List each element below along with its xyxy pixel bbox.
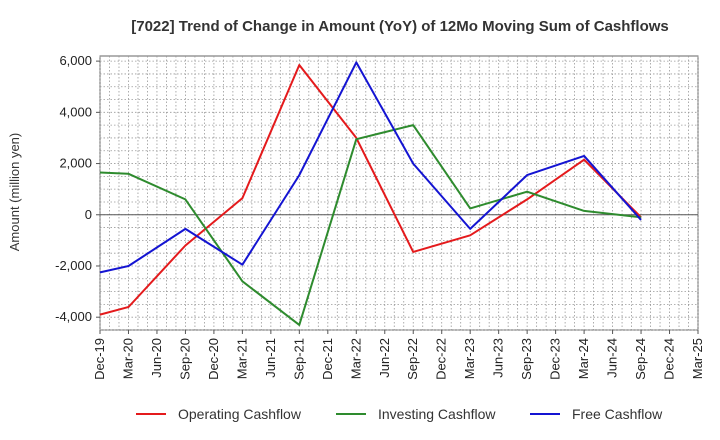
- investing-cashflow-legend-label: Investing Cashflow: [378, 406, 496, 422]
- x-tick-label: Mar-22: [348, 338, 363, 379]
- x-tick-label: Jun-23: [491, 338, 506, 378]
- x-tick-label: Jun-22: [377, 338, 392, 378]
- x-tick-label: Mar-21: [234, 338, 249, 379]
- x-tick-label: Sep-22: [405, 338, 420, 380]
- x-tick-label: Sep-21: [291, 338, 306, 380]
- x-tick-label: Dec-24: [662, 338, 677, 380]
- x-tick-label: Sep-23: [519, 338, 534, 380]
- axis-ticks: -4,000 -2,000 0 2,000 4,000 6,000 Dec-19 Mar-20…: [55, 53, 705, 380]
- plot-area: [99, 55, 699, 331]
- x-tick-label: Dec-22: [434, 338, 449, 380]
- y-tick-label: 2,000: [59, 156, 92, 171]
- x-tick-label: Mar-20: [120, 338, 135, 379]
- x-tick-label: Jun-24: [605, 338, 620, 378]
- x-tick-label: Jun-20: [149, 338, 164, 378]
- x-tick-label: Mar-25: [690, 338, 705, 379]
- x-tick-label: Dec-23: [548, 338, 563, 380]
- chart-title: [7022] Trend of Change in Amount (YoY) o…: [131, 18, 669, 35]
- x-tick-label: Sep-24: [633, 338, 648, 380]
- y-tick-label: 0: [85, 207, 92, 222]
- y-tick-label: -2,000: [55, 258, 92, 273]
- series-lines: [99, 61, 642, 326]
- grid-lines: [99, 55, 699, 331]
- y-tick-label: 4,000: [59, 104, 92, 119]
- x-tick-label: Dec-19: [92, 338, 107, 380]
- y-axis-label: Amount (million yen): [7, 133, 22, 252]
- free-cashflow-legend-label: Free Cashflow: [572, 406, 663, 422]
- operating-cashflow-line: [99, 64, 642, 316]
- x-tick-label: Mar-24: [576, 338, 591, 379]
- x-tick-label: Dec-21: [320, 338, 335, 380]
- y-tick-label: -4,000: [55, 309, 92, 324]
- free-cashflow-line: [99, 61, 642, 274]
- legend: Operating Cashflow Investing Cashflow Free…: [136, 406, 663, 422]
- investing-cashflow-line: [99, 124, 642, 326]
- x-tick-label: Jun-21: [263, 338, 278, 378]
- x-tick-label: Dec-20: [206, 338, 221, 380]
- operating-cashflow-legend-label: Operating Cashflow: [178, 406, 302, 422]
- y-tick-label: 6,000: [59, 53, 92, 68]
- x-tick-label: Sep-20: [177, 338, 192, 380]
- x-tick-label: Mar-23: [462, 338, 477, 379]
